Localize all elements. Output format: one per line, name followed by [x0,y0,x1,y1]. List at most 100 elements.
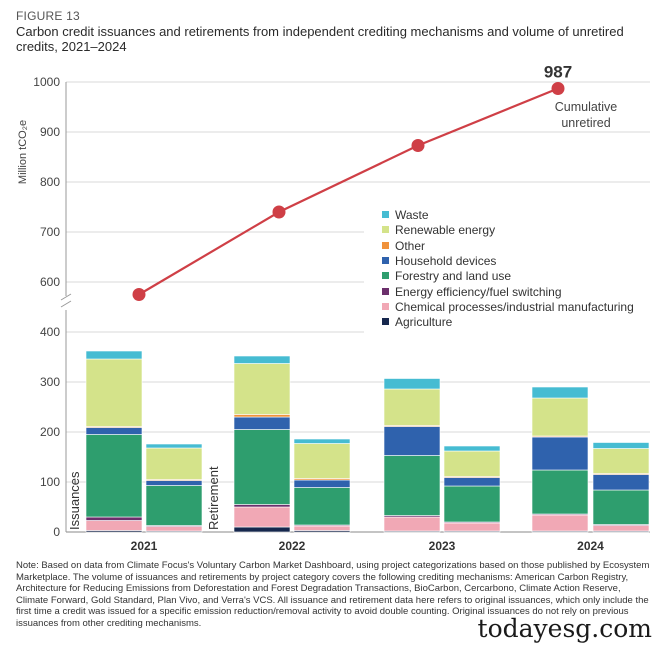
legend-label: Chemical processes/industrial manufactur… [395,299,634,314]
legend-label: Energy efficiency/fuel switching [395,284,562,299]
bar-segment-retirement-2023-forestry-and-land-use [443,485,501,523]
line-point-2021 [132,288,146,301]
bar-segment-issuances-2021-waste [85,350,143,360]
y-axis-label: Million tCO₂e [17,120,29,184]
legend-swatch [382,272,389,280]
figure-label: FIGURE 13 [16,9,80,23]
line-point-2022 [272,205,286,219]
bar-segment-issuances-2024-renewable-energy [531,397,589,437]
legend-item: Waste [382,208,429,222]
y-tick-label: 100 [40,475,60,489]
bar-segment-issuances-2021-forestry-and-land-use [85,434,143,518]
legend-item: Agriculture [382,315,452,329]
x-tick-label: 2022 [279,539,306,553]
bar-segment-retirement-2021-chemical-processes-industrial-manufacturing [145,526,203,532]
x-axis: 2021 2022 2023 2024 [131,539,605,553]
axis-break-mark [60,293,72,301]
bar-segment-retirement-2024-household-devices [592,474,650,491]
y-tick-label: 0 [53,525,60,539]
bar-segment-retirement-2024-renewable-energy [592,448,650,474]
y-tick-label: 300 [40,375,60,389]
bar-segment-issuances-2022-energy-efficiency-fuel-switching [233,504,291,508]
chart-canvas: 0 100 200 300 400 600 700 800 900 1000 Million tC… [17,63,650,553]
y-tick-label: 800 [40,175,60,189]
legend: Waste Renewable energy Other Household devi… [364,197,660,333]
bar-segment-retirement-2024-chemical-processes-industrial-manufacturing [592,525,650,532]
y-axis: 0 100 200 300 400 600 700 800 900 1000 [33,75,72,539]
bar-segment-issuances-2022-other [233,414,291,418]
legend-item: Household devices [382,254,496,268]
bar-segment-issuances-2024-waste [531,386,589,399]
bar-segment-retirement-2023-household-devices [443,477,501,487]
legend-swatch [382,241,389,249]
bar-segment-retirement-2024-waste [592,442,650,449]
legend-swatch [382,256,389,264]
bar-segment-issuances-2024-household-devices [531,436,589,471]
legend-swatch [382,211,389,218]
legend-swatch [382,318,389,326]
x-tick-label: 2021 [131,539,158,553]
bar-segment-issuances-2021-renewable-energy [85,358,143,427]
bar-segment-retirement-2023-waste [443,445,501,452]
legend-item: Other [382,239,425,253]
line-series-cumulative-unretired [138,87,559,296]
legend-item: Renewable energy [382,223,495,237]
legend-label: Other [395,238,426,253]
legend-item: Forestry and land use [382,269,511,283]
bar-segment-issuances-2023-waste [383,378,441,390]
bar-segment-retirement-2021-household-devices [145,480,203,486]
bar-segment-issuances-2023-chemical-processes-industrial-manufacturing [383,516,441,532]
bar-segment-retirement-2022-chemical-processes-industrial-manufacturing [293,525,351,531]
line-series-label-2: unretired [561,116,610,130]
y-tick-label: 400 [40,325,60,339]
bar-segment-retirement-2021-waste [145,443,203,449]
y-tick-label: 900 [40,125,60,139]
bars [85,350,650,533]
legend-label: Forestry and land use [395,269,512,284]
bar-segment-issuances-2022-renewable-energy [233,363,291,415]
footnote: Note: Based on data from Climate Focus's… [16,560,650,629]
bar-segment-issuances-2022-waste [233,355,291,364]
legend-swatch [382,226,389,234]
legend-label: Agriculture [395,315,453,330]
legend-swatch [382,287,389,295]
legend-label: Household devices [395,253,497,268]
retirement-label: Retirement [206,466,221,530]
legend-item: Energy efficiency/fuel switching [382,285,562,299]
bar-segment-issuances-2024-chemical-processes-industrial-manufacturing [531,514,589,532]
bar-segment-retirement-2022-household-devices [293,479,351,488]
line-point-2024 [551,82,565,95]
line-value-label: 987 [544,63,572,82]
line-point-2023 [411,139,425,152]
bar-segment-issuances-2022-agriculture [233,526,291,533]
y-tick-label: 1000 [33,75,60,89]
bar-segment-issuances-2021-chemical-processes-industrial-manufacturing [85,520,143,531]
bar-type-labels: Issuances Retirement [67,466,221,530]
bar-segment-issuances-2023-forestry-and-land-use [383,455,441,516]
bar-segment-issuances-2022-household-devices [233,416,291,430]
y-tick-label: 700 [40,225,60,239]
bar-segment-issuances-2023-renewable-energy [383,388,441,426]
x-tick-label: 2023 [429,539,456,553]
legend-item: Chemical processes/industrial manufactur… [382,300,634,314]
y-tick-label: 200 [40,425,60,439]
x-tick-label: 2024 [577,539,604,553]
bar-segment-retirement-2023-chemical-processes-industrial-manufacturing [443,522,501,532]
bar-segment-issuances-2022-forestry-and-land-use [233,429,291,505]
chart-title: Carbon credit issuances and retirements … [16,24,624,54]
bar-segment-retirement-2023-renewable-energy [443,450,501,477]
y-tick-label: 600 [40,275,60,289]
bar-segment-issuances-2022-chemical-processes-industrial-manufacturing [233,506,291,528]
legend-label: Renewable energy [395,223,496,238]
watermark: todayesg.com [477,614,652,643]
bar-segment-retirement-2024-forestry-and-land-use [592,489,650,525]
bar-segment-issuances-2021-energy-efficiency-fuel-switching [85,516,143,521]
bar-segment-retirement-2021-forestry-and-land-use [145,485,203,526]
bar-segment-retirement-2022-renewable-energy [293,443,351,479]
bar-segment-issuances-2024-forestry-and-land-use [531,469,589,515]
axis-break-mark [60,300,72,308]
bar-segment-retirement-2022-forestry-and-land-use [293,487,351,526]
legend-swatch [382,302,389,310]
bar-segment-retirement-2022-waste [293,438,351,444]
legend-label: Waste [395,208,429,222]
